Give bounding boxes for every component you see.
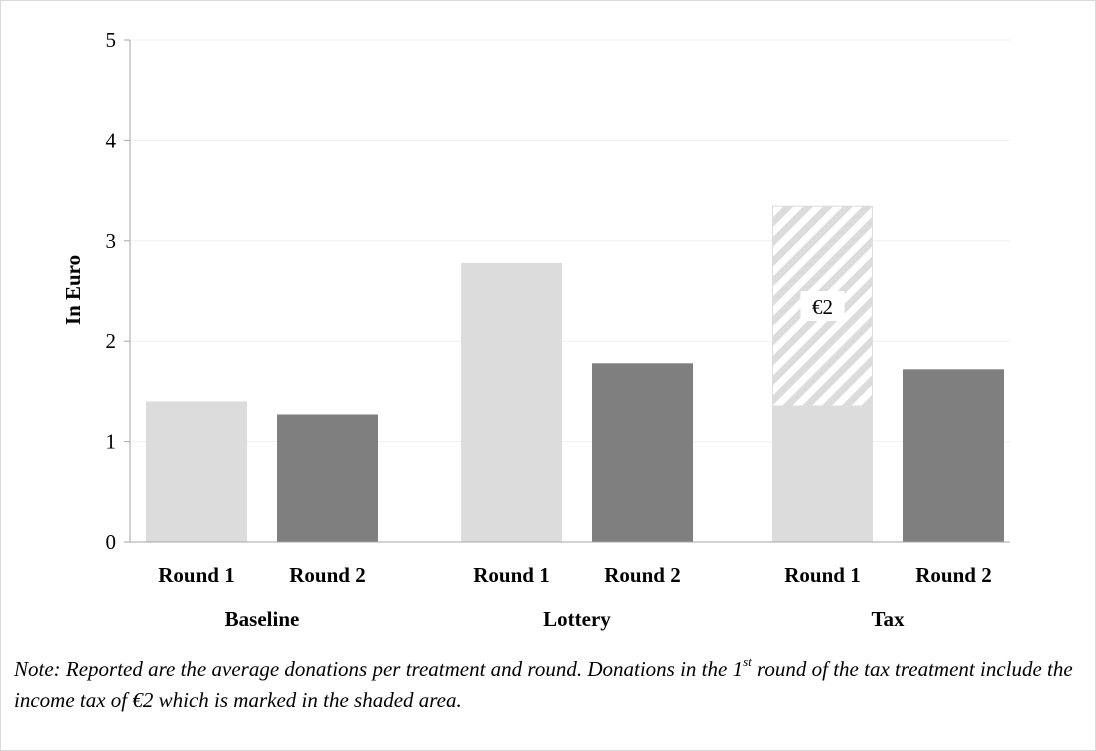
x-bar-label: Round 1	[158, 563, 234, 587]
x-group-label: Baseline	[225, 607, 300, 631]
bar-tax-round2	[903, 369, 1004, 542]
note-superscript: st	[743, 654, 752, 669]
bars	[146, 205, 1004, 542]
y-tick-label: 4	[106, 128, 117, 152]
x-bar-label: Round 1	[473, 563, 549, 587]
bar-baseline-round1	[146, 401, 247, 542]
y-tick-label: 3	[106, 229, 117, 253]
x-bar-label: Round 2	[915, 563, 991, 587]
note-text-part1: Note: Reported are the average donations…	[14, 657, 744, 681]
x-bar-label: Round 2	[604, 563, 680, 587]
figure-note: Note: Reported are the average donations…	[14, 654, 1094, 716]
x-bar-label: Round 2	[289, 563, 365, 587]
x-group-label: Lottery	[543, 607, 611, 631]
bar-baseline-round2	[277, 414, 378, 542]
labels: 0 1 2 3 4 5 Round 1 Round 2 Baseline Round 1 Round…	[106, 28, 992, 631]
y-tick-label: 2	[106, 329, 117, 353]
shaded-area-label: €2	[812, 295, 833, 319]
donations-bar-chart: 0 1 2 3 4 5 Round 1 Round 2 Baseline Round 1 Round…	[61, 28, 1010, 631]
x-bar-label: Round 1	[784, 563, 860, 587]
y-tick-label: 5	[106, 28, 117, 52]
bar-tax-round1-solid	[772, 406, 873, 542]
bar-lottery-round1	[461, 262, 562, 542]
x-group-label: Tax	[871, 607, 905, 631]
y-tick-label: 0	[106, 530, 117, 554]
shaded-label-box	[800, 291, 845, 322]
gridlines	[130, 39, 1010, 443]
y-tick-label: 1	[106, 430, 117, 454]
bar-lottery-round2	[592, 363, 693, 542]
y-axis-title: In Euro	[61, 255, 85, 325]
note-text-part2: round of the tax treatment include the i…	[14, 657, 1073, 712]
axes	[124, 39, 1010, 543]
